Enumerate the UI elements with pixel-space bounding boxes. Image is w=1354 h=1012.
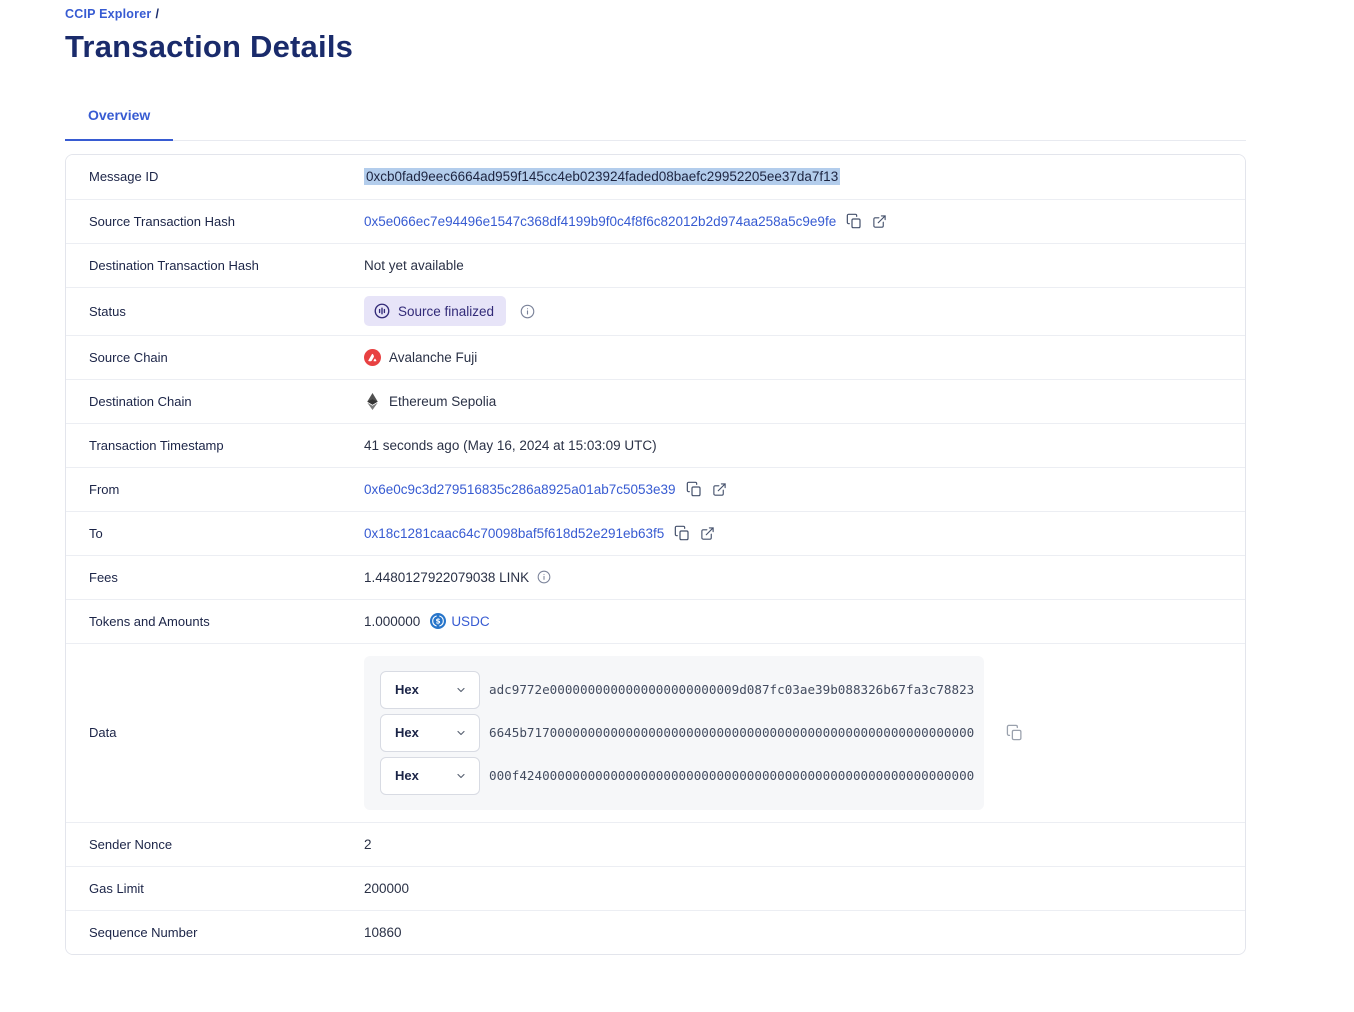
usdc-token-link[interactable]: USDC xyxy=(451,613,490,629)
copy-icon[interactable] xyxy=(1006,724,1023,741)
row-label: Source Chain xyxy=(89,349,168,365)
table-row-status: Status Source finalized xyxy=(66,286,1245,335)
row-label: Transaction Timestamp xyxy=(89,437,224,453)
page-title: Transaction Details xyxy=(65,29,354,64)
table-row-data: Data Hex adc9772e00000000000000000000000… xyxy=(66,642,1245,822)
table-row-sender-nonce: Sender Nonce 2 xyxy=(66,821,1245,866)
breadcrumb-separator: / xyxy=(155,7,160,21)
row-label: Tokens and Amounts xyxy=(89,613,210,629)
from-address-link[interactable]: 0x6e0c9c3d279516835c286a8925a01ab7c5053e… xyxy=(364,481,676,497)
tab-bar: Overview xyxy=(65,107,1246,141)
table-row-message-id: Message ID 0xcb0fad9eec6664ad959f145cc4e… xyxy=(66,154,1245,199)
message-id-value: 0xcb0fad9eec6664ad959f145cc4eb023924fade… xyxy=(364,168,841,185)
data-format-value: Hex xyxy=(395,768,419,783)
token-amount: 1.000000 xyxy=(364,613,421,629)
data-format-select[interactable]: Hex xyxy=(380,670,480,709)
data-format-value: Hex xyxy=(395,682,419,697)
external-link-icon[interactable] xyxy=(872,214,887,229)
row-label: Destination Chain xyxy=(89,393,192,409)
table-row-timestamp: Transaction Timestamp 41 seconds ago (Ma… xyxy=(66,422,1245,467)
table-row-tokens: Tokens and Amounts 1.000000 $ USDC xyxy=(66,598,1245,643)
row-label: Source Transaction Hash xyxy=(89,213,235,229)
info-icon[interactable] xyxy=(520,304,535,319)
chevron-down-icon xyxy=(455,770,467,782)
status-badge: Source finalized xyxy=(364,296,507,326)
row-label: Sender Nonce xyxy=(89,836,173,852)
avalanche-icon xyxy=(364,348,381,366)
table-row-fees: Fees 1.4480127922079038 LINK xyxy=(66,554,1245,599)
row-label: Destination Transaction Hash xyxy=(89,257,259,273)
transaction-details-table: Message ID 0xcb0fad9eec6664ad959f145cc4e… xyxy=(65,153,1246,955)
sender-nonce-value: 2 xyxy=(364,836,372,852)
svg-text:$: $ xyxy=(436,617,441,626)
data-format-select[interactable]: Hex xyxy=(380,756,480,795)
table-row-dest-chain: Destination Chain Ethereum Sepolia xyxy=(66,378,1245,423)
source-chain-name: Avalanche Fuji xyxy=(389,349,478,365)
data-hex-box: Hex adc9772e0000000000000000000000009d08… xyxy=(364,655,984,810)
table-row-dest-tx-hash: Destination Transaction Hash Not yet ava… xyxy=(66,242,1245,287)
dest-tx-hash-value: Not yet available xyxy=(364,257,464,273)
row-label: Data xyxy=(89,725,117,740)
status-badge-label: Source finalized xyxy=(398,303,495,319)
breadcrumb: CCIP Explorer / xyxy=(65,7,1246,21)
usdc-icon: $ xyxy=(430,613,447,629)
dest-chain-name: Ethereum Sepolia xyxy=(389,393,497,409)
data-hex-line: 000f424000000000000000000000000000000000… xyxy=(489,768,975,783)
info-icon[interactable] xyxy=(537,570,551,584)
data-format-select[interactable]: Hex xyxy=(380,713,480,752)
row-label: To xyxy=(89,525,103,541)
ethereum-icon xyxy=(364,392,381,410)
data-hex-line: adc9772e0000000000000000000000009d087fc0… xyxy=(489,682,975,697)
external-link-icon[interactable] xyxy=(712,482,727,497)
sequence-number-value: 10860 xyxy=(364,924,402,940)
data-line: Hex 6645b7170000000000000000000000000000… xyxy=(380,713,974,752)
table-row-gas-limit: Gas Limit 200000 xyxy=(66,865,1245,910)
tab-overview[interactable]: Overview xyxy=(65,107,174,141)
table-row-from: From 0x6e0c9c3d279516835c286a8925a01ab7c… xyxy=(66,466,1245,511)
data-hex-line: 6645b71700000000000000000000000000000000… xyxy=(489,725,975,740)
table-row-to: To 0x18c1281caac64c70098baf5f618d52e291e… xyxy=(66,510,1245,555)
row-label: From xyxy=(89,481,120,497)
copy-icon[interactable] xyxy=(686,481,702,497)
status-progress-icon xyxy=(373,302,391,320)
table-row-sequence-number: Sequence Number 10860 xyxy=(66,909,1245,954)
timestamp-value: 41 seconds ago (May 16, 2024 at 15:03:09… xyxy=(364,437,657,453)
source-tx-hash-link[interactable]: 0x5e066ec7e94496e1547c368df4199b9f0c4f8f… xyxy=(364,213,837,229)
data-line: Hex 000f42400000000000000000000000000000… xyxy=(380,756,974,795)
gas-limit-value: 200000 xyxy=(364,880,410,896)
copy-icon[interactable] xyxy=(846,213,862,229)
row-label: Message ID xyxy=(89,169,159,184)
copy-icon[interactable] xyxy=(674,525,690,541)
chevron-down-icon xyxy=(455,684,467,696)
table-row-source-chain: Source Chain Avalanche Fuji xyxy=(66,334,1245,379)
row-label: Status xyxy=(89,303,126,319)
transaction-details-page: CCIP Explorer / Transaction Details Overv… xyxy=(65,0,1246,955)
chevron-down-icon xyxy=(455,727,467,739)
data-line: Hex adc9772e0000000000000000000000009d08… xyxy=(380,670,974,709)
row-label: Sequence Number xyxy=(89,924,198,940)
table-row-source-tx-hash: Source Transaction Hash 0x5e066ec7e94496… xyxy=(66,198,1245,243)
external-link-icon[interactable] xyxy=(700,526,715,541)
fees-value: 1.4480127922079038 LINK xyxy=(364,569,530,585)
data-format-value: Hex xyxy=(395,725,419,740)
row-label: Gas Limit xyxy=(89,880,144,896)
row-label: Fees xyxy=(89,569,118,585)
to-address-link[interactable]: 0x18c1281caac64c70098baf5f618d52e291eb63… xyxy=(364,525,665,541)
ccip-explorer-link[interactable]: CCIP Explorer xyxy=(65,7,152,21)
